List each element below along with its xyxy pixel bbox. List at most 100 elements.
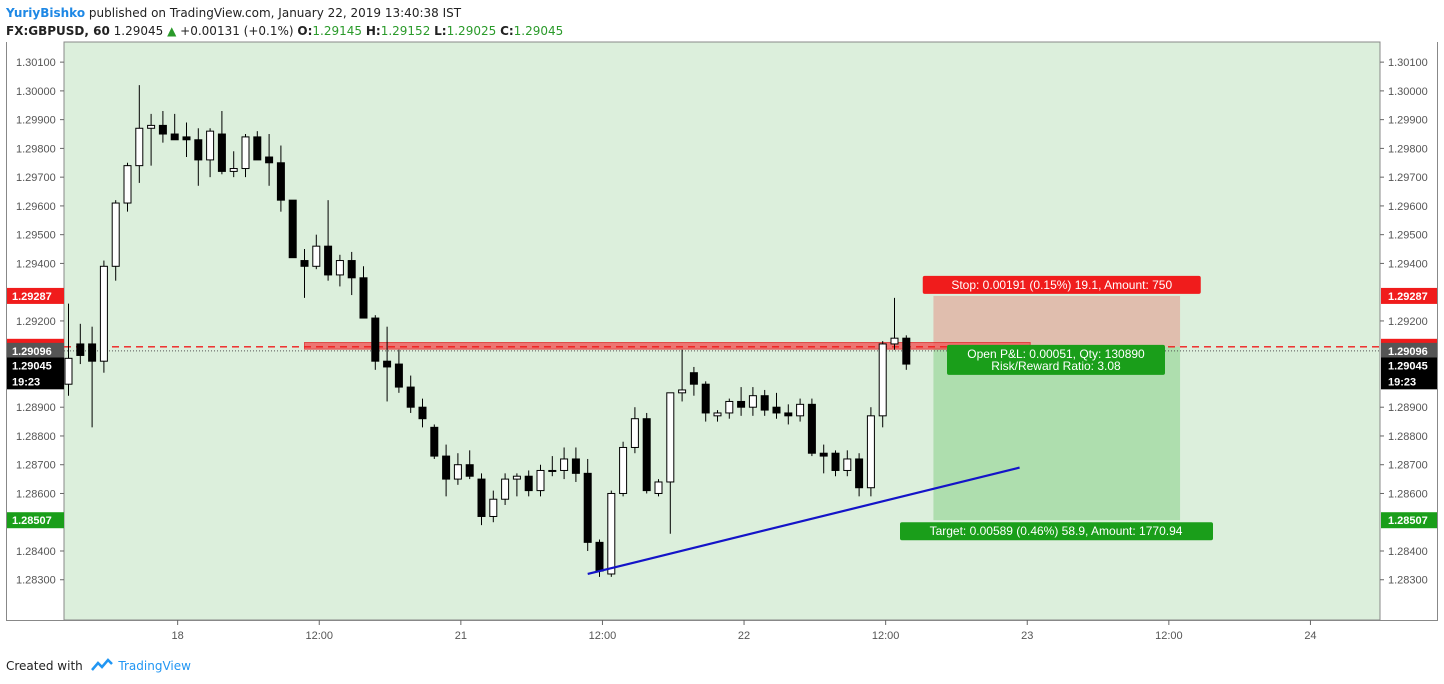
candle-up[interactable] — [501, 478, 510, 500]
candle-down[interactable] — [253, 136, 262, 161]
candle-up[interactable] — [890, 337, 899, 345]
candle-down[interactable] — [737, 400, 746, 408]
price-tag-left-stop[interactable] — [7, 287, 64, 304]
trendline[interactable] — [587, 466, 1020, 576]
candle-down[interactable] — [394, 363, 403, 388]
price-tag-right-stop[interactable] — [1381, 287, 1437, 304]
candle-up[interactable] — [536, 469, 545, 492]
candle-down[interactable] — [347, 260, 356, 279]
candle-down[interactable] — [701, 383, 710, 414]
candle-up[interactable] — [748, 395, 757, 408]
candle-down[interactable] — [288, 199, 297, 259]
candle-up[interactable] — [147, 124, 156, 129]
candle-down[interactable] — [217, 133, 226, 172]
price-tag-right-last[interactable] — [1381, 357, 1437, 374]
candle-down[interactable] — [158, 124, 167, 135]
candle-up[interactable] — [312, 245, 321, 267]
tradingview-brand[interactable]: TradingView — [118, 659, 191, 673]
candle-down[interactable] — [819, 452, 828, 457]
candle-down[interactable] — [371, 317, 380, 362]
candle-up[interactable] — [713, 412, 722, 417]
author-name[interactable]: YuriyBishko — [6, 6, 86, 20]
candle-up[interactable] — [654, 481, 663, 494]
candle-down[interactable] — [88, 343, 97, 362]
candle-up[interactable] — [489, 498, 498, 517]
price-tag-right-countdown[interactable] — [1381, 373, 1437, 390]
candle-up[interactable] — [111, 202, 120, 267]
candle-up[interactable] — [123, 165, 132, 204]
candle-down[interactable] — [194, 139, 203, 161]
candle-down[interactable] — [430, 426, 439, 457]
candle-down[interactable] — [571, 458, 580, 474]
candle-down[interactable] — [772, 406, 781, 414]
candle-down[interactable] — [324, 245, 333, 276]
candle-down[interactable] — [76, 343, 85, 356]
price-tag-right-target[interactable] — [1381, 512, 1437, 529]
candle-up[interactable] — [206, 130, 215, 161]
x-tick-label: 21 — [455, 630, 467, 642]
candle-down[interactable] — [418, 406, 427, 420]
candle-down[interactable] — [465, 464, 474, 477]
candle-up[interactable] — [453, 464, 462, 480]
candle-up[interactable] — [512, 475, 521, 480]
candle-up[interactable] — [135, 127, 144, 167]
candle-up[interactable] — [866, 415, 875, 489]
candle-up[interactable] — [666, 392, 675, 483]
candle-down[interactable] — [182, 136, 191, 141]
candle-down[interactable] — [406, 386, 415, 408]
candle-up[interactable] — [560, 458, 569, 471]
candle-up[interactable] — [619, 446, 628, 494]
target-zone[interactable] — [933, 346, 1181, 521]
close-label: C: — [500, 24, 514, 38]
candle-up[interactable] — [64, 357, 73, 385]
candle-down[interactable] — [583, 472, 592, 543]
candle-up[interactable] — [796, 403, 805, 417]
low-value: 1.29025 — [446, 24, 497, 38]
published-text: published on TradingView.com, January 22… — [88, 6, 462, 20]
candle-up[interactable] — [725, 400, 734, 414]
candle-up[interactable] — [630, 418, 639, 448]
price-tag-right-crosshair[interactable] — [1381, 342, 1437, 359]
resistance-zone[interactable] — [304, 342, 1031, 350]
y-tick-label-left: 1.28400 — [16, 546, 56, 558]
candle-down[interactable] — [784, 412, 793, 417]
price-tag-left-last[interactable] — [7, 357, 64, 374]
y-tick-label-right: 1.28800 — [1388, 431, 1428, 443]
candle-down[interactable] — [642, 418, 651, 492]
stop-label-box[interactable] — [922, 275, 1201, 294]
candle-up[interactable] — [678, 389, 687, 394]
stop-zone[interactable] — [933, 295, 1181, 347]
candle-up[interactable] — [229, 168, 238, 172]
candle-up[interactable] — [241, 136, 250, 170]
candle-up[interactable] — [548, 469, 557, 472]
price-tag-label-left: 1.29045 — [12, 361, 52, 373]
candle-down[interactable] — [170, 133, 179, 141]
candle-down[interactable] — [383, 360, 392, 368]
price-chart[interactable]: 1.30100 1.30100 1.30000 1.30000 1.29900 1.299… — [0, 0, 1444, 650]
candle-down[interactable] — [524, 475, 533, 492]
candle-up[interactable] — [878, 343, 887, 417]
target-label-box[interactable] — [900, 522, 1213, 541]
price-tag-label-left: 19:23 — [12, 376, 40, 388]
candle-down[interactable] — [359, 277, 368, 319]
price-tag-left-countdown[interactable] — [7, 373, 64, 390]
price-tag-left-target[interactable] — [7, 512, 64, 529]
candle-down[interactable] — [689, 372, 698, 385]
candle-up[interactable] — [99, 265, 108, 362]
candle-down[interactable] — [477, 478, 486, 517]
candle-down[interactable] — [831, 452, 840, 471]
candle-down[interactable] — [442, 455, 451, 480]
candle-down[interactable] — [902, 337, 911, 365]
candle-down[interactable] — [760, 395, 769, 411]
candle-up[interactable] — [607, 492, 616, 575]
pl-label-box[interactable] — [947, 344, 1165, 375]
candle-down[interactable] — [300, 260, 309, 267]
candle-up[interactable] — [335, 260, 344, 276]
candle-down[interactable] — [265, 156, 274, 164]
candle-down[interactable] — [855, 458, 864, 489]
candle-down[interactable] — [595, 541, 604, 572]
price-tag-left-crosshair[interactable] — [7, 342, 64, 359]
candle-up[interactable] — [843, 458, 852, 471]
candle-down[interactable] — [807, 403, 816, 454]
candle-down[interactable] — [276, 162, 285, 201]
